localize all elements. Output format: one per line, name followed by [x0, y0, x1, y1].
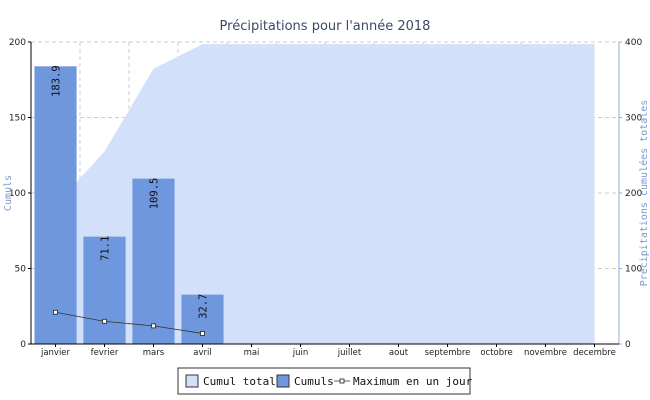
x-tick-fevrier: fevrier: [91, 348, 119, 358]
bar-mars: [132, 178, 175, 344]
y-tick-left-200: 200: [9, 38, 26, 48]
y-tick-right-100: 100: [625, 265, 642, 275]
max-day-point-janvier: [53, 309, 58, 315]
legend-marker-max-day: [339, 378, 345, 384]
cumul-total-area-shape: [55, 44, 595, 344]
bar-janvier: [34, 66, 77, 344]
x-tick-juillet: juillet: [337, 348, 362, 358]
bar-value-label-avril: 32.7: [198, 294, 210, 319]
legend-label-cumul-total: Cumul total: [203, 375, 276, 388]
max-day-line: [53, 309, 205, 336]
max-day-point-mars: [151, 323, 156, 329]
legend-swatch-cumul-total: [185, 374, 199, 388]
x-tick-septembre: septembre: [425, 348, 471, 358]
y-tick-right-300: 300: [625, 114, 642, 124]
bar-value-label-mars: 109.5: [149, 178, 161, 210]
max-day-point-fevrier: [102, 318, 107, 324]
x-tick-mai: mai: [244, 348, 260, 358]
x-tick-octobre: octobre: [480, 348, 512, 358]
legend-label-cumuls: Cumuls: [294, 375, 334, 388]
y-tick-left-50: 50: [15, 265, 27, 275]
cumul-total-area: [55, 44, 595, 344]
legend-box: [177, 367, 471, 395]
x-tick-decembre: decembre: [573, 348, 616, 358]
x-tick-avril: avril: [193, 348, 211, 358]
y-axis-label-right: Précipitations cumulées totales: [638, 100, 650, 287]
bar-value-label-janvier: 183.9: [51, 65, 63, 97]
x-tick-juin: juin: [292, 348, 309, 358]
bar-value-label-fevrier: 71.1: [100, 236, 112, 261]
y-tick-left-0: 0: [20, 340, 26, 350]
y-tick-left-150: 150: [9, 114, 26, 124]
legend-label-max-day: Maximum en un jour: [353, 375, 473, 388]
y-tick-right-0: 0: [625, 340, 631, 350]
x-tick-janvier: janvier: [40, 348, 71, 358]
y-tick-right-200: 200: [625, 189, 642, 199]
y-tick-right-400: 400: [625, 38, 642, 48]
y-axis-label-left: Cumuls: [3, 175, 14, 211]
x-tick-novembre: novembre: [524, 348, 567, 358]
legend-swatch-cumuls: [276, 374, 290, 388]
max-day-point-avril: [200, 330, 205, 336]
chart-title: Précipitations pour l'année 2018: [220, 19, 431, 34]
bar-fevrier: [83, 236, 126, 344]
x-tick-aout: aout: [389, 348, 409, 358]
y-tick-left-100: 100: [9, 189, 26, 199]
legend: Cumul total Cumuls Maximum en un jour: [177, 367, 473, 395]
max-day-polyline: [55, 311, 203, 334]
tick-labels: 0 50 100 150 200 0 100 200 300 400 janvier fevrier m…: [9, 38, 643, 358]
x-tick-mars: mars: [143, 348, 165, 358]
